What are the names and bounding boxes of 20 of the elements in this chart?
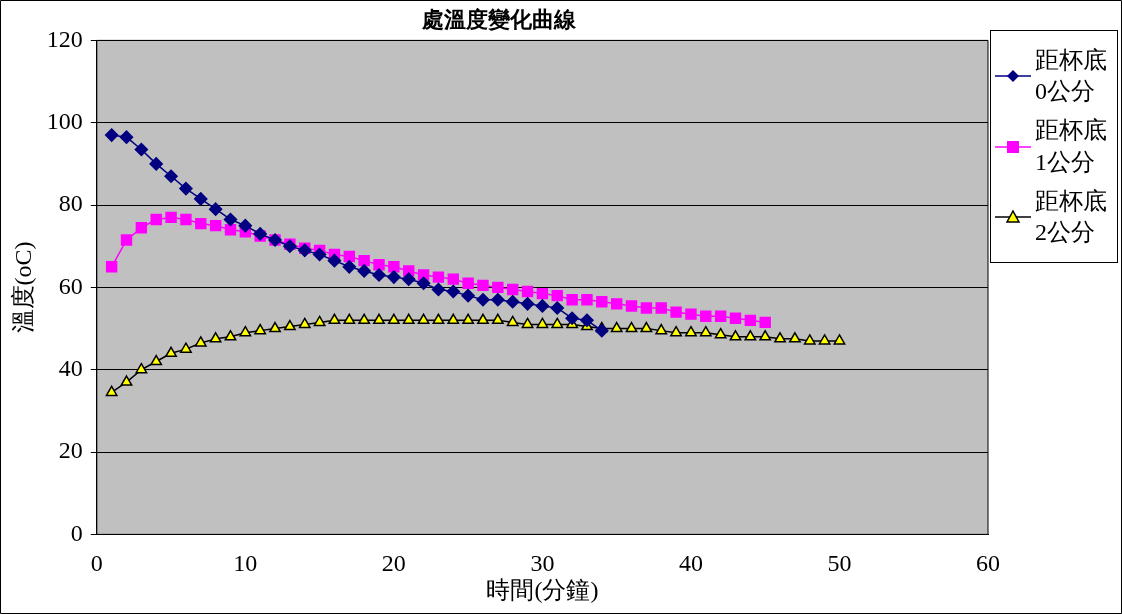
y-tick-label: 100 bbox=[46, 108, 83, 135]
x-tick-label: 60 bbox=[976, 550, 1000, 577]
y-axis-title: 溫度(oC) bbox=[9, 241, 36, 334]
legend-label: 距杯底0公分 bbox=[1035, 46, 1108, 107]
y-tick-label: 20 bbox=[58, 437, 83, 464]
x-tick-label: 30 bbox=[530, 550, 555, 577]
y-tick-label: 0 bbox=[70, 519, 83, 546]
y-tick-label: 40 bbox=[58, 355, 83, 382]
x-tick-label: 10 bbox=[233, 550, 258, 577]
legend-label: 距杯底1公分 bbox=[1035, 116, 1108, 177]
x-axis-title: 時間(分鐘) bbox=[486, 576, 599, 603]
x-tick-label: 40 bbox=[678, 550, 703, 577]
x-tick-label: 50 bbox=[827, 550, 852, 577]
x-tick-label: 0 bbox=[90, 550, 103, 577]
chart-title: 處溫度變化曲線 bbox=[421, 6, 577, 32]
y-tick-label: 60 bbox=[58, 272, 83, 299]
y-tick-label: 120 bbox=[46, 25, 83, 52]
x-tick-label: 20 bbox=[381, 550, 406, 577]
y-tick-label: 80 bbox=[58, 190, 83, 217]
legend-label: 距杯底2公分 bbox=[1035, 186, 1108, 247]
